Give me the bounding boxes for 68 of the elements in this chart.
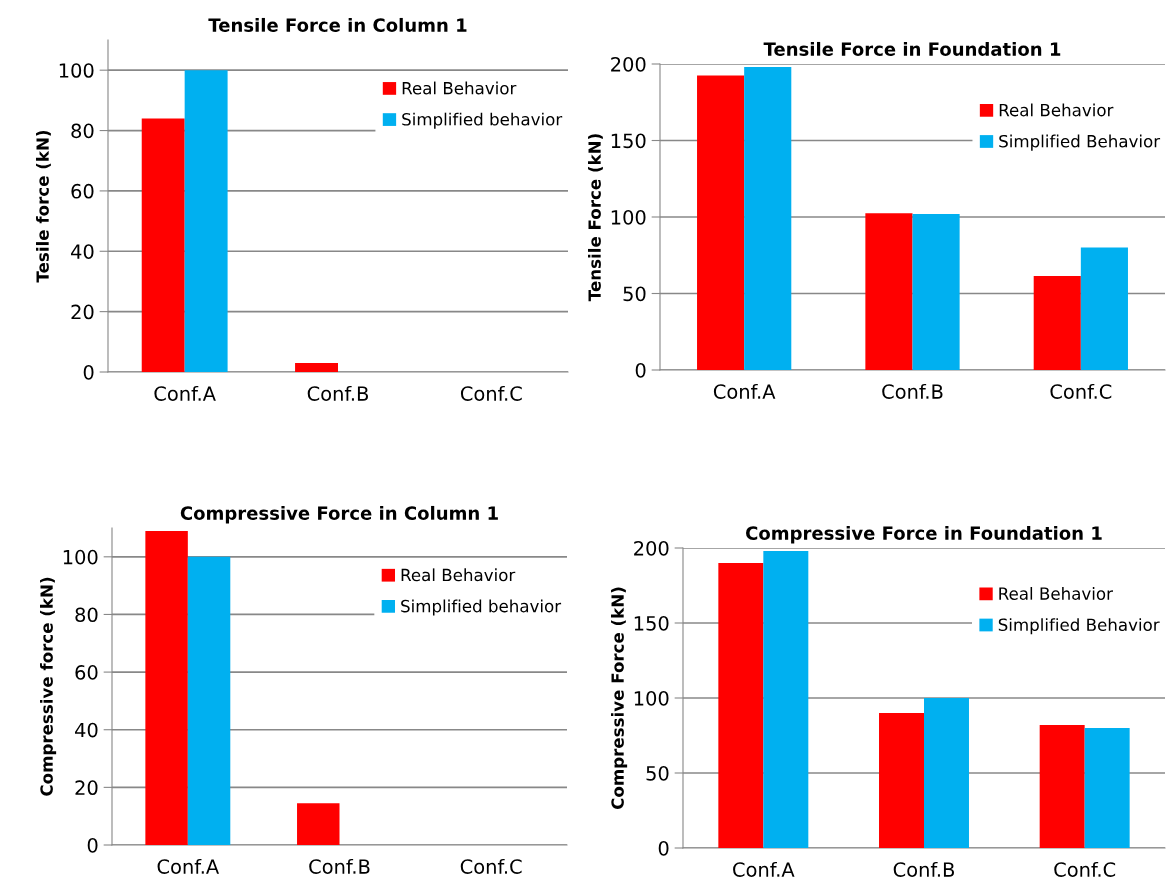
bar [145, 530, 188, 845]
legend-label: Simplified behavior [401, 599, 562, 616]
bar [865, 213, 913, 370]
x-tick-label: Conf.B [882, 383, 943, 399]
bar [1033, 275, 1081, 370]
x-tick-label: Conf.A [157, 858, 220, 874]
y-tick-label: 50 [623, 286, 646, 302]
chart-title: Compressive Force in Column 1 [180, 505, 498, 524]
y-tick-label: 80 [71, 123, 94, 139]
bar [912, 213, 960, 370]
y-tick-label: 60 [71, 183, 94, 199]
legend-label: Real Behavior [402, 81, 517, 95]
bar [718, 563, 764, 848]
chart-title: Tensile Force in Column 1 [208, 17, 467, 32]
bar [697, 75, 745, 370]
y-tick-label: 80 [75, 607, 98, 623]
legend-label: Real Behavior [999, 587, 1113, 600]
y-axis-title: Compressive Force (kN) [611, 587, 628, 809]
x-tick-label: Conf.A [154, 385, 216, 401]
x-tick-label: Conf.B [309, 858, 370, 874]
x-tick-label: Conf.A [713, 383, 776, 399]
bar [744, 67, 792, 370]
y-tick-label: 150 [634, 615, 669, 631]
bar [141, 118, 185, 372]
y-tick-label: 40 [71, 244, 94, 259]
legend-label: Real Behavior [401, 568, 516, 582]
y-tick-label: 0 [87, 837, 98, 853]
y-tick-label: 20 [71, 304, 94, 320]
bar [295, 362, 338, 372]
bar [879, 713, 924, 848]
x-tick-label: Conf.B [893, 861, 954, 877]
y-tick-label: 40 [75, 722, 98, 738]
bar [184, 70, 228, 372]
y-axis-title: Tensile Force (kN) [588, 134, 603, 302]
y-tick-label: 100 [59, 63, 94, 78]
legend-label: Simplified behavior [402, 112, 563, 129]
y-tick-label: 200 [611, 56, 646, 72]
y-tick-label: 150 [611, 133, 646, 149]
x-tick-label: Conf.C [460, 858, 522, 874]
chart-title: Compressive Force in Foundation 1 [746, 525, 1102, 544]
y-tick-label: 0 [635, 362, 646, 378]
bar [1084, 728, 1130, 848]
bar [1080, 247, 1128, 370]
y-tick-label: 20 [75, 780, 98, 796]
legend-label: Simplified Behavior [999, 134, 1161, 151]
y-axis-title: Compressive force (kN) [40, 577, 57, 796]
y-tick-label: 200 [634, 540, 669, 556]
bar [763, 551, 809, 848]
bar [187, 556, 231, 845]
y-tick-label: 50 [646, 765, 669, 781]
x-tick-label: Conf.B [307, 385, 368, 401]
bar [297, 803, 340, 845]
bar [924, 698, 969, 848]
legend-label: Real Behavior [999, 103, 1114, 117]
y-tick-label: 0 [83, 364, 94, 380]
legend-label: Simplified Behavior [998, 618, 1160, 635]
y-tick-label: 100 [611, 209, 646, 225]
x-tick-label: Conf.C [1050, 383, 1112, 399]
x-tick-label: Conf.C [460, 385, 522, 401]
y-axis-title: Tesile force (kN) [36, 130, 51, 283]
y-tick-label: 0 [658, 840, 669, 856]
y-tick-label: 100 [63, 549, 98, 565]
y-tick-label: 60 [75, 665, 98, 680]
bar [1039, 725, 1085, 848]
x-tick-label: Conf.C [1054, 861, 1116, 877]
x-tick-label: Conf.A [733, 861, 795, 877]
chart-title: Tensile Force in Foundation 1 [763, 41, 1061, 56]
y-tick-label: 100 [634, 690, 669, 706]
